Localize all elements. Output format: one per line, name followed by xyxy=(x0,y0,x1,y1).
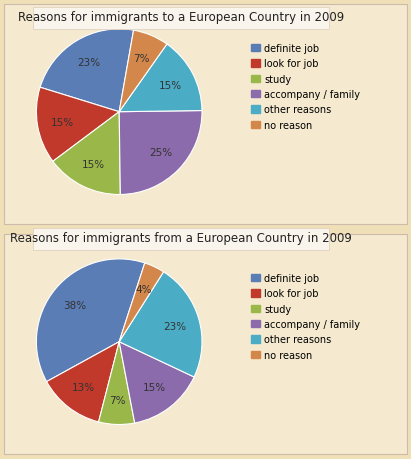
Text: 15%: 15% xyxy=(143,383,166,392)
Text: 15%: 15% xyxy=(51,118,74,127)
Text: 23%: 23% xyxy=(77,58,101,68)
Text: 23%: 23% xyxy=(163,321,187,331)
Text: Reasons for immigrants from a European Country in 2009: Reasons for immigrants from a European C… xyxy=(10,232,352,245)
Text: 15%: 15% xyxy=(82,159,105,169)
Wedge shape xyxy=(119,45,202,112)
Text: 13%: 13% xyxy=(72,383,95,392)
Wedge shape xyxy=(119,111,202,195)
Wedge shape xyxy=(119,342,194,423)
Text: 38%: 38% xyxy=(63,300,86,310)
Wedge shape xyxy=(46,342,119,422)
Text: 7%: 7% xyxy=(109,395,126,405)
Text: Reasons for immigrants to a European Country in 2009: Reasons for immigrants to a European Cou… xyxy=(18,11,344,24)
Wedge shape xyxy=(119,272,202,377)
Wedge shape xyxy=(119,31,167,112)
Text: 15%: 15% xyxy=(159,80,182,90)
Wedge shape xyxy=(99,342,135,425)
Text: 4%: 4% xyxy=(136,285,152,295)
Wedge shape xyxy=(119,263,164,342)
Text: 25%: 25% xyxy=(149,148,172,158)
Wedge shape xyxy=(53,112,120,195)
Text: 7%: 7% xyxy=(133,54,150,64)
Wedge shape xyxy=(40,30,134,112)
Wedge shape xyxy=(37,259,145,382)
Legend: definite job, look for job, study, accompany / family, other reasons, no reason: definite job, look for job, study, accom… xyxy=(252,274,360,360)
Wedge shape xyxy=(37,88,119,162)
Legend: definite job, look for job, study, accompany / family, other reasons, no reason: definite job, look for job, study, accom… xyxy=(252,44,360,130)
